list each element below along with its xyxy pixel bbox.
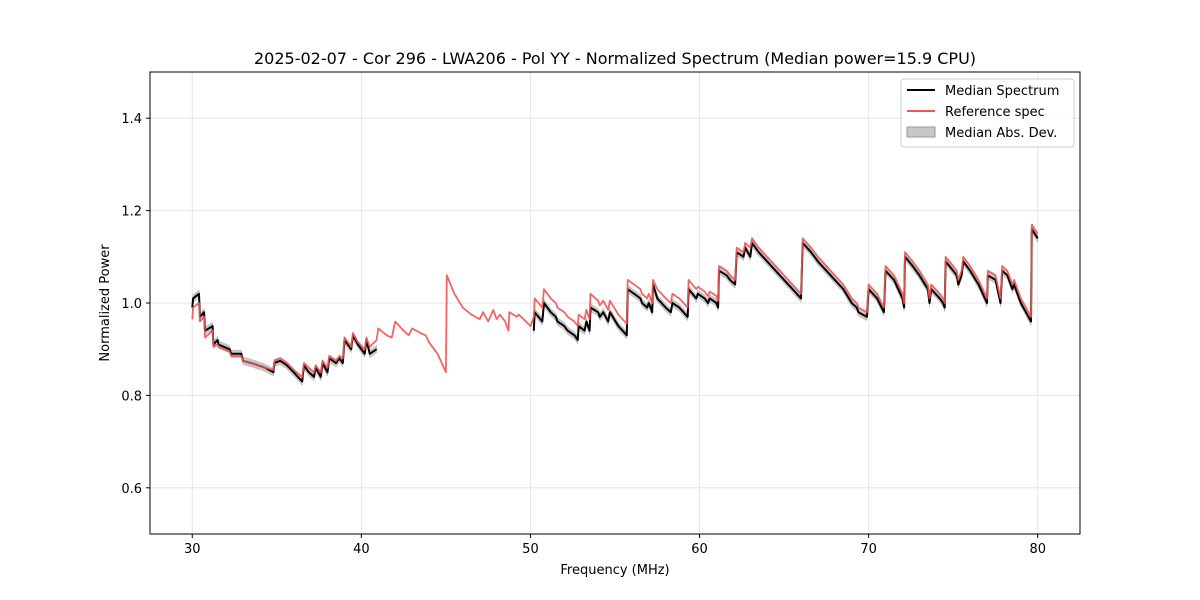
y-tick-label: 1.4: [121, 112, 142, 127]
median-layer: [191, 228, 1039, 383]
legend: Median Spectrum Reference spec Median Ab…: [900, 78, 1075, 148]
reference-layer: [191, 223, 1039, 378]
legend-median-label: Median Spectrum: [945, 84, 1059, 99]
median-spectrum-line: [191, 292, 378, 383]
y-tick-label: 0.8: [121, 389, 142, 404]
x-tick-label: 80: [1029, 542, 1046, 557]
y-axis-label: Normalized Power: [98, 244, 113, 362]
legend-mad-label: Median Abs. Dev.: [945, 126, 1057, 141]
y-tick-label: 1.0: [121, 297, 142, 312]
x-tick-label: 30: [184, 542, 201, 557]
legend-reference-label: Reference spec: [945, 105, 1045, 120]
y-tick-label: 1.2: [121, 205, 142, 220]
x-axis-label: Frequency (MHz): [560, 563, 669, 578]
x-axis-ticks: 30 40 50 60 70 80: [184, 534, 1046, 557]
x-tick-label: 40: [353, 542, 370, 557]
legend-box: [900, 78, 1075, 148]
legend-mad-swatch: [906, 126, 936, 138]
x-tick-label: 60: [691, 542, 708, 557]
mad-band: [533, 224, 1038, 345]
reference-spectrum-line: [191, 223, 1039, 378]
x-tick-label: 70: [860, 542, 877, 557]
y-axis-ticks: 0.6 0.8 1.0 1.2 1.4: [121, 112, 150, 497]
mad-band: [192, 289, 377, 386]
x-tick-label: 50: [522, 542, 539, 557]
y-tick-label: 0.6: [121, 482, 142, 497]
chart-title: 2025-02-07 - Cor 296 - LWA206 - Pol YY -…: [254, 49, 976, 68]
mad-band-layer: [192, 224, 1038, 386]
